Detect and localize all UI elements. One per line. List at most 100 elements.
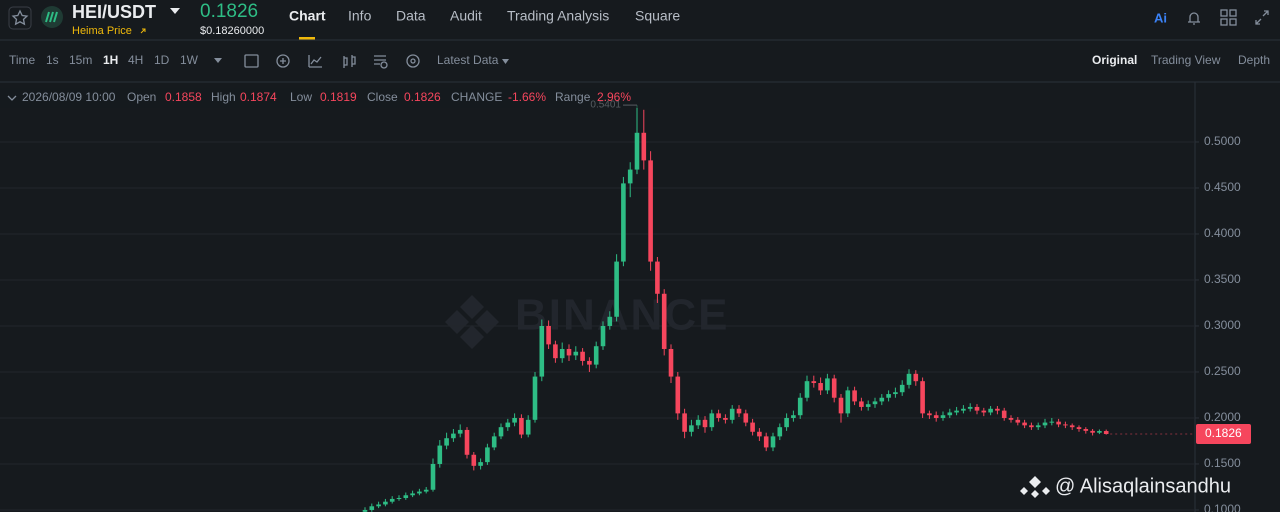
candle-body	[770, 436, 776, 448]
candle-body	[1090, 430, 1095, 433]
y-tick-label: 0.3500	[1204, 272, 1241, 286]
candle-body	[668, 348, 674, 377]
favorite-button[interactable]	[8, 6, 32, 30]
candle-body	[519, 417, 524, 435]
last-price: 0.1826	[200, 1, 258, 22]
interval-time[interactable]: Time	[9, 53, 36, 67]
candle-body	[838, 397, 844, 414]
line-tool-icon[interactable]	[308, 55, 322, 68]
candle-body	[736, 408, 742, 414]
candle-body	[709, 413, 715, 428]
interval[interactable]: 1D	[154, 53, 170, 67]
calendar-icon[interactable]	[244, 54, 259, 68]
nav-tab[interactable]: Trading Analysis	[507, 8, 609, 24]
candle-body	[525, 419, 531, 435]
candle-body	[1103, 431, 1109, 434]
candle-body	[1022, 422, 1027, 426]
candle-body	[695, 419, 701, 426]
candle-body	[967, 406, 973, 409]
target-icon[interactable]	[406, 54, 420, 68]
candle-body	[627, 169, 633, 184]
change-label: CHANGE	[451, 90, 502, 104]
candle-body	[553, 344, 558, 359]
candle-body	[913, 373, 919, 382]
candle-body	[974, 406, 980, 411]
y-tick-label: 0.3000	[1204, 318, 1241, 332]
ai-button[interactable]: Ai	[1154, 10, 1167, 25]
candle-body	[852, 390, 857, 402]
nav-tab[interactable]: Square	[635, 8, 680, 24]
candle-body	[961, 408, 966, 411]
last-price-tag	[1196, 423, 1251, 444]
candle-body	[430, 463, 436, 490]
view-option[interactable]: Trading View	[1151, 53, 1221, 67]
candle-body	[865, 404, 871, 407]
interval[interactable]: 1s	[46, 53, 59, 67]
candle-body	[954, 410, 959, 413]
pair[interactable]: HEI/USDT	[72, 2, 156, 22]
candle-body	[417, 491, 422, 494]
credit: @ Alisaqlainsandhu	[1055, 475, 1231, 497]
y-tick-label: 0.1000	[1204, 502, 1241, 512]
price-usd: $0.18260000	[200, 25, 264, 37]
candle-body	[1001, 410, 1007, 418]
data-mode[interactable]: Latest Data	[437, 53, 499, 67]
credit-logo	[1020, 476, 1050, 498]
y-tick-label: 0.1500	[1204, 456, 1241, 470]
open-label: Open	[127, 90, 156, 104]
candle-body	[702, 419, 708, 428]
candle-body	[716, 413, 721, 418]
grid-icon[interactable]	[1220, 9, 1237, 26]
nav-tab[interactable]: Audit	[450, 8, 482, 24]
candle-body	[410, 493, 415, 496]
candle-body	[403, 495, 409, 499]
interval[interactable]: 1H	[103, 53, 118, 67]
interval-dropdown[interactable]	[214, 58, 222, 63]
candle-body	[369, 506, 375, 510]
view-option[interactable]: Original	[1092, 53, 1137, 67]
candle-body	[498, 427, 504, 437]
candle-body	[389, 498, 395, 502]
candle-body	[791, 415, 796, 418]
settings-icon[interactable]	[374, 55, 386, 65]
data-mode-dropdown[interactable]	[502, 59, 509, 64]
candle-body	[899, 384, 905, 393]
change-value: -1.66%	[508, 90, 546, 104]
candle-body	[757, 431, 762, 437]
candle-body	[906, 373, 912, 385]
candle-body	[1097, 431, 1102, 433]
high-value: 0.1874	[240, 90, 277, 104]
candle-body	[1008, 417, 1014, 420]
nav-tab[interactable]: Info	[348, 8, 372, 24]
open-value: 0.1858	[165, 90, 202, 104]
token-name-link[interactable]: Heima Price	[72, 25, 132, 37]
high-label: High	[211, 90, 236, 104]
candle-body	[1035, 425, 1041, 428]
candle-body	[566, 348, 572, 356]
candle-body	[655, 261, 660, 294]
candle-body	[818, 383, 823, 391]
collapse-icon[interactable]	[1255, 10, 1269, 25]
indicator-icon[interactable]	[276, 54, 290, 68]
legend-toggle[interactable]	[7, 95, 17, 101]
candle-body	[933, 415, 939, 418]
candle-body	[532, 376, 538, 420]
pair-dropdown[interactable]	[170, 8, 180, 14]
candle-body	[763, 436, 769, 448]
view-option[interactable]: Depth	[1238, 53, 1270, 67]
interval[interactable]: 4H	[128, 53, 143, 67]
low-value: 0.1819	[320, 90, 357, 104]
candle-body	[464, 429, 470, 455]
candle-body	[940, 415, 946, 418]
candle-body	[682, 413, 687, 432]
nav-tab[interactable]: Data	[396, 8, 426, 24]
bell-icon[interactable]	[1188, 12, 1200, 25]
candle-body	[362, 509, 368, 512]
candle-icon[interactable]	[343, 55, 356, 68]
nav-tab[interactable]: Chart	[289, 8, 326, 24]
interval[interactable]: 1W	[180, 53, 199, 67]
candle-body	[437, 445, 443, 464]
candle-body	[927, 413, 932, 416]
interval[interactable]: 15m	[69, 53, 92, 67]
